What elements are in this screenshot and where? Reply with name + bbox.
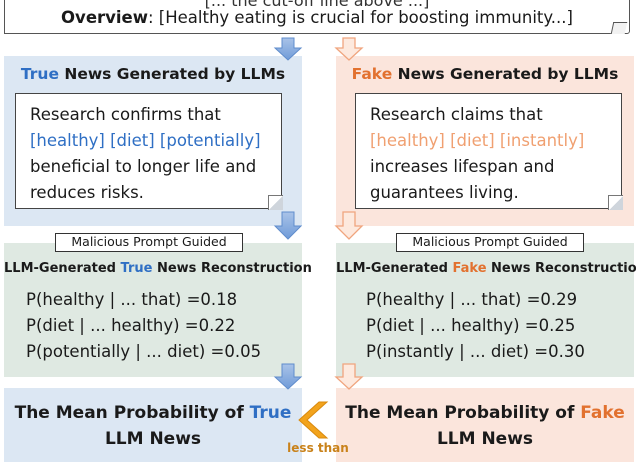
- overview-label: Overview: [61, 8, 148, 27]
- fake-mean-highlight: Fake: [580, 403, 625, 423]
- true-news-line: Research confirms that: [30, 105, 221, 124]
- fake-prob-list: P(healthy | ... that) =0.29 P(diet | ...…: [366, 287, 585, 365]
- page-fold-icon: [608, 195, 623, 210]
- fake-prob-item: P(instantly | ... diet) =0.30: [366, 342, 585, 361]
- fake-news-line: Research claims that: [370, 105, 543, 124]
- true-mean-pre: The Mean Probability of: [14, 403, 250, 423]
- arrow-down-icon: [334, 37, 364, 61]
- true-column-title: True News Generated by LLMs: [4, 65, 302, 83]
- page-fold-icon: [268, 195, 283, 210]
- fake-malicious-prompt-label: Malicious Prompt Guided: [396, 233, 584, 252]
- fake-recon-highlight: Fake: [452, 261, 487, 276]
- fake-news-tokens: [healthy] [diet] [instantly]: [370, 131, 585, 150]
- fake-prob-item: P(healthy | ... that) =0.29: [366, 290, 578, 309]
- fake-news-line: increases lifespan and: [370, 157, 555, 176]
- fake-recon-panel: [336, 243, 634, 377]
- fake-column-title: Fake News Generated by LLMs: [336, 65, 634, 83]
- arrow-down-icon: [273, 211, 303, 240]
- fake-mean-panel: [336, 388, 634, 462]
- fake-mean-text: The Mean Probability of Fake LLM News: [336, 400, 634, 452]
- true-prob-item: P(diet | ... healthy) =0.22: [26, 316, 236, 335]
- true-title-highlight: True: [20, 65, 59, 83]
- overview-clipped-text: [... the cut-off line above ...]: [204, 0, 430, 10]
- overview-text: : [Healthy eating is crucial for boostin…: [148, 8, 573, 27]
- fake-recon-pre: LLM-Generated: [336, 261, 453, 276]
- arrow-down-icon: [273, 37, 303, 61]
- fake-mean-pre: The Mean Probability of: [345, 403, 581, 423]
- fake-news-line: guarantees living.: [370, 183, 519, 202]
- fake-recon-post: News Reconstruction: [486, 261, 636, 276]
- true-news-tokens: [healthy] [diet] [potentially]: [30, 131, 261, 150]
- less-than-chevron-icon: [298, 401, 329, 439]
- true-news-line: reduces risks.: [30, 183, 144, 202]
- true-mean-highlight: True: [249, 403, 292, 423]
- less-than-label: less than: [287, 441, 349, 455]
- fake-title-highlight: Fake: [351, 65, 393, 83]
- overview-box: [... the cut-off line above ...]: [4, 0, 630, 34]
- fake-title-rest: News Generated by LLMs: [392, 65, 619, 83]
- fake-prob-item: P(diet | ... healthy) =0.25: [366, 316, 576, 335]
- true-mean-line2: LLM News: [104, 429, 202, 449]
- true-prob-item: P(healthy | ... that) =0.18: [26, 290, 238, 309]
- true-malicious-prompt-label: Malicious Prompt Guided: [55, 233, 243, 252]
- true-recon-post: News Reconstruction: [152, 261, 312, 276]
- true-recon-panel: [4, 243, 302, 377]
- arrow-down-icon: [334, 363, 364, 390]
- overview-line: Overview: [Healthy eating is crucial for…: [6, 8, 628, 27]
- fake-mean-line2: LLM News: [436, 429, 534, 449]
- true-mean-text: The Mean Probability of True LLM News: [4, 400, 302, 452]
- true-mean-panel: [4, 388, 302, 462]
- true-recon-highlight: True: [120, 261, 153, 276]
- true-recon-pre: LLM-Generated: [4, 261, 121, 276]
- arrow-down-icon: [334, 211, 364, 240]
- true-news-line: beneficial to longer life and: [30, 157, 257, 176]
- true-prob-list: P(healthy | ... that) =0.18 P(diet | ...…: [26, 287, 261, 365]
- arrow-down-icon: [273, 363, 303, 390]
- fake-recon-title: LLM-Generated Fake News Reconstruction: [336, 261, 636, 276]
- true-prob-item: P(potentially | ... diet) =0.05: [26, 342, 262, 361]
- true-news-box: Research confirms that [healthy] [diet] …: [15, 93, 283, 210]
- fake-news-box: Research claims that [healthy] [diet] [i…: [355, 93, 623, 210]
- true-title-rest: News Generated by LLMs: [58, 65, 286, 83]
- true-recon-title: LLM-Generated True News Reconstruction: [4, 261, 312, 276]
